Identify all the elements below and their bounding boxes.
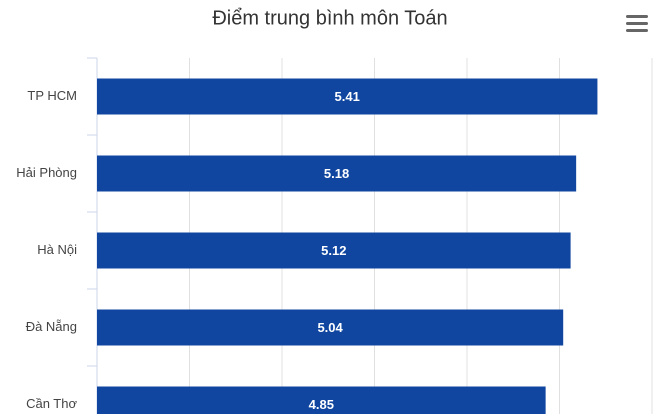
bar: [97, 309, 564, 346]
menu-bar[interactable]: [626, 22, 648, 25]
data-label: 5.41: [335, 89, 360, 104]
bar: [97, 78, 598, 115]
data-label: 5.12: [321, 243, 346, 258]
y-tick-label: Cần Thơ: [26, 396, 77, 411]
bar: [97, 155, 577, 192]
y-tick-label: Hà Nội: [37, 242, 77, 257]
data-label: 5.04: [317, 320, 343, 335]
bar: [97, 232, 571, 269]
data-label: 4.85: [309, 397, 334, 412]
y-tick-label: Đà Nẵng: [26, 319, 77, 334]
chart-title: Điểm trung bình môn Toán: [212, 7, 447, 29]
bar: [97, 386, 546, 414]
data-label: 5.18: [324, 166, 349, 181]
menu-bar[interactable]: [626, 15, 648, 18]
menu-button[interactable]: [626, 15, 648, 32]
y-tick-label: TP HCM: [27, 88, 77, 103]
menu-bar[interactable]: [626, 29, 648, 32]
y-tick-label: Hải Phòng: [16, 165, 77, 180]
